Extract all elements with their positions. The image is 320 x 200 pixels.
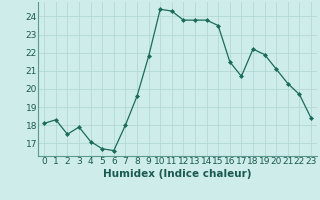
X-axis label: Humidex (Indice chaleur): Humidex (Indice chaleur)	[103, 169, 252, 179]
